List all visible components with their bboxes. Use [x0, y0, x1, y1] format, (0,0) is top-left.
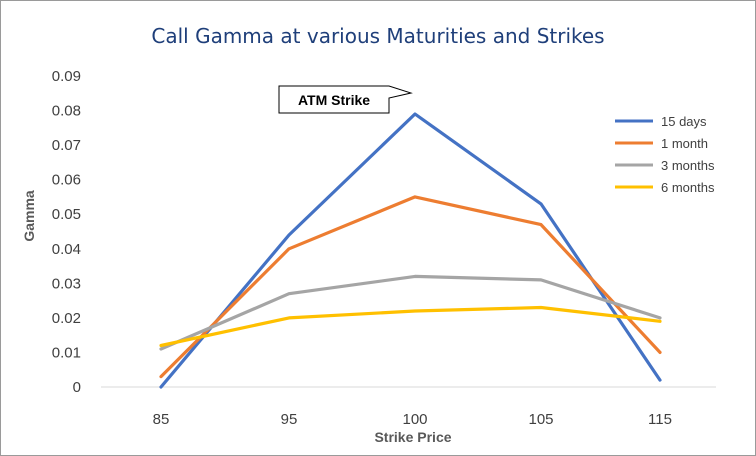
y-tick-label: 0 [73, 379, 81, 396]
chart-title: Call Gamma at various Maturities and Str… [151, 24, 604, 48]
x-tick-label: 100 [402, 411, 427, 428]
legend-entry: 3 months [661, 158, 715, 173]
y-tick-label: 0.04 [52, 241, 81, 258]
legend: 15 days 1 month 3 months 6 months [615, 114, 715, 195]
y-tick-label: 0.06 [52, 172, 81, 189]
series-line-15-days [159, 112, 662, 389]
legend-entry: 15 days [661, 114, 707, 129]
legend-entry: 1 month [661, 136, 708, 151]
series-lines [159, 112, 662, 389]
y-tick-label: 0.08 [52, 103, 81, 120]
x-axis-ticks: 85 95 100 105 115 [153, 411, 672, 428]
y-tick-label: 0.02 [52, 310, 81, 327]
x-axis-label: Strike Price [374, 429, 451, 445]
x-tick-label: 95 [281, 411, 298, 428]
x-tick-label: 105 [528, 411, 553, 428]
atm-callout-label: ATM Strike [298, 92, 370, 108]
y-tick-label: 0.05 [52, 206, 81, 223]
series-line-3-months [159, 274, 662, 351]
x-tick-label: 85 [153, 411, 170, 428]
y-tick-label: 0.03 [52, 275, 81, 292]
y-axis-ticks: 0 0.01 0.02 0.03 0.04 0.05 0.06 0.07 0.08 0.09 [52, 68, 81, 396]
series-line-1-month [159, 195, 662, 379]
legend-entry: 6 months [661, 180, 715, 195]
atm-callout: ATM Strike [278, 85, 413, 114]
series-line-6-months [159, 305, 662, 348]
y-tick-label: 0.07 [52, 137, 81, 154]
y-axis-label: Gamma [21, 190, 37, 242]
atm-callout-box [278, 85, 413, 114]
y-tick-label: 0.09 [52, 68, 81, 85]
x-tick-label: 115 [648, 411, 672, 428]
y-tick-label: 0.01 [52, 344, 81, 361]
